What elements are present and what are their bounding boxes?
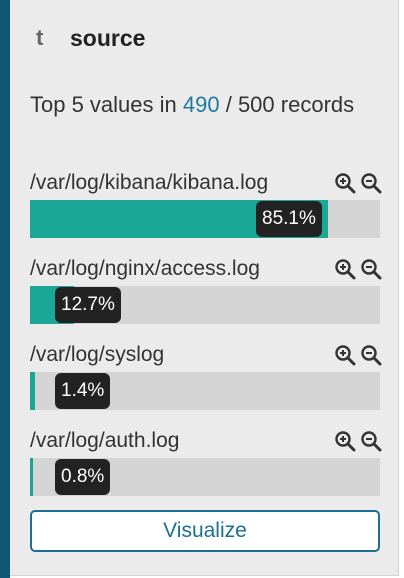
value-label: /var/log/nginx/access.log (30, 257, 260, 280)
filter-icons (334, 172, 382, 196)
value-bar-fill (30, 458, 33, 496)
value-row: /var/log/syslog 1.4% (30, 340, 382, 410)
summary-separator: / (219, 92, 238, 117)
sidebar-accent-strip (0, 0, 10, 578)
magnifier-plus-icon[interactable] (334, 430, 356, 452)
magnifier-minus-icon[interactable] (360, 258, 382, 280)
filter-icons (334, 258, 382, 282)
magnifier-plus-icon[interactable] (334, 172, 356, 194)
value-label: /var/log/auth.log (30, 429, 180, 452)
visualize-button[interactable]: Visualize (30, 510, 380, 552)
magnifier-minus-icon[interactable] (360, 430, 382, 452)
field-name: source (70, 25, 146, 51)
value-row: /var/log/auth.log 0.8% (30, 426, 382, 496)
filter-icons (334, 344, 382, 368)
filter-icons (334, 430, 382, 454)
percent-badge: 1.4% (55, 373, 111, 409)
value-label: /var/log/syslog (30, 343, 165, 366)
value-bar-track: 85.1% (30, 200, 380, 238)
field-header: t source (36, 24, 145, 52)
percent-badge: 0.8% (55, 459, 111, 495)
value-bar-track: 1.4% (30, 372, 380, 410)
percent-badge: 12.7% (55, 287, 121, 323)
value-bar-fill (30, 372, 35, 410)
magnifier-plus-icon[interactable] (334, 258, 356, 280)
value-row: /var/log/nginx/access.log 12.7% (30, 254, 382, 324)
found-count: 490 (182, 92, 220, 117)
value-bar-track: 12.7% (30, 286, 380, 324)
summary-suffix: records (274, 92, 355, 117)
value-bar-track: 0.8% (30, 458, 380, 496)
magnifier-plus-icon[interactable] (334, 344, 356, 366)
value-label: /var/log/kibana/kibana.log (30, 171, 269, 194)
total-count: 500 (237, 92, 275, 117)
top-values-summary: Top 5 values in 490 / 500 records (30, 88, 360, 122)
field-details-panel: t source Top 5 values in 490 / 500 recor… (10, 0, 399, 576)
string-type-icon: t (36, 25, 44, 50)
magnifier-minus-icon[interactable] (360, 344, 382, 366)
value-row: /var/log/kibana/kibana.log 85.1% (30, 168, 382, 238)
percent-badge: 85.1% (256, 201, 322, 237)
summary-prefix: Top 5 values in (30, 92, 183, 117)
magnifier-minus-icon[interactable] (360, 172, 382, 194)
